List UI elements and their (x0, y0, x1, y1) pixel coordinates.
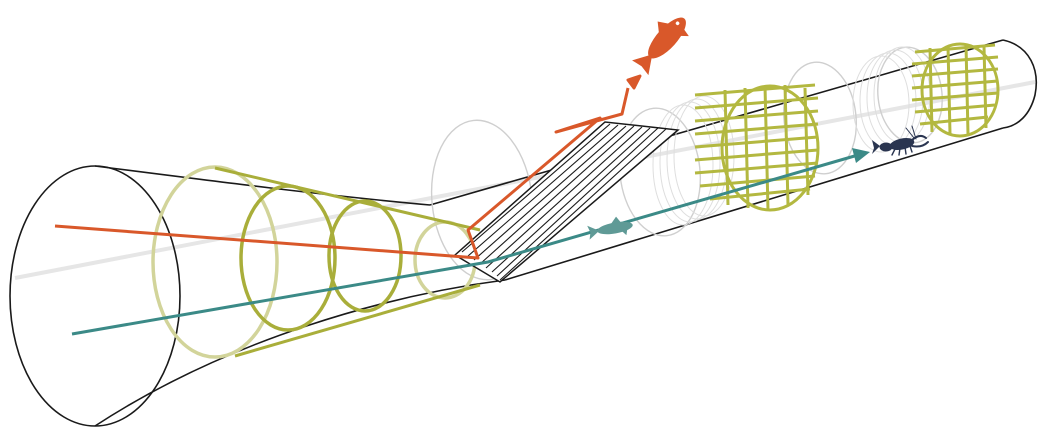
funnel-ring-1 (151, 165, 279, 359)
escape-path (54, 74, 642, 260)
fish-icon (632, 17, 689, 76)
funnel-section (151, 165, 481, 359)
net-end-cap (1002, 39, 1037, 129)
shrimp-icon (872, 125, 929, 156)
net-mouth (9, 165, 181, 427)
funnel-top-line (214, 166, 481, 232)
separator-panel (453, 121, 680, 283)
small-fish-icon (587, 216, 633, 240)
retained-arrowhead (852, 148, 870, 163)
net-bottom-edge (94, 279, 506, 427)
funnel-ring-3 (327, 199, 403, 313)
funnel-ring-2 (239, 184, 337, 332)
mesh-grid-panel-1 (694, 83, 820, 212)
escape-arrowhead (626, 74, 642, 90)
net-top-edge (94, 165, 431, 206)
funnel-bottom-line (234, 283, 481, 358)
mesh-grid-panel-2 (911, 42, 1000, 138)
tube-bottom-edge (504, 127, 1004, 281)
retained-path (71, 148, 870, 336)
